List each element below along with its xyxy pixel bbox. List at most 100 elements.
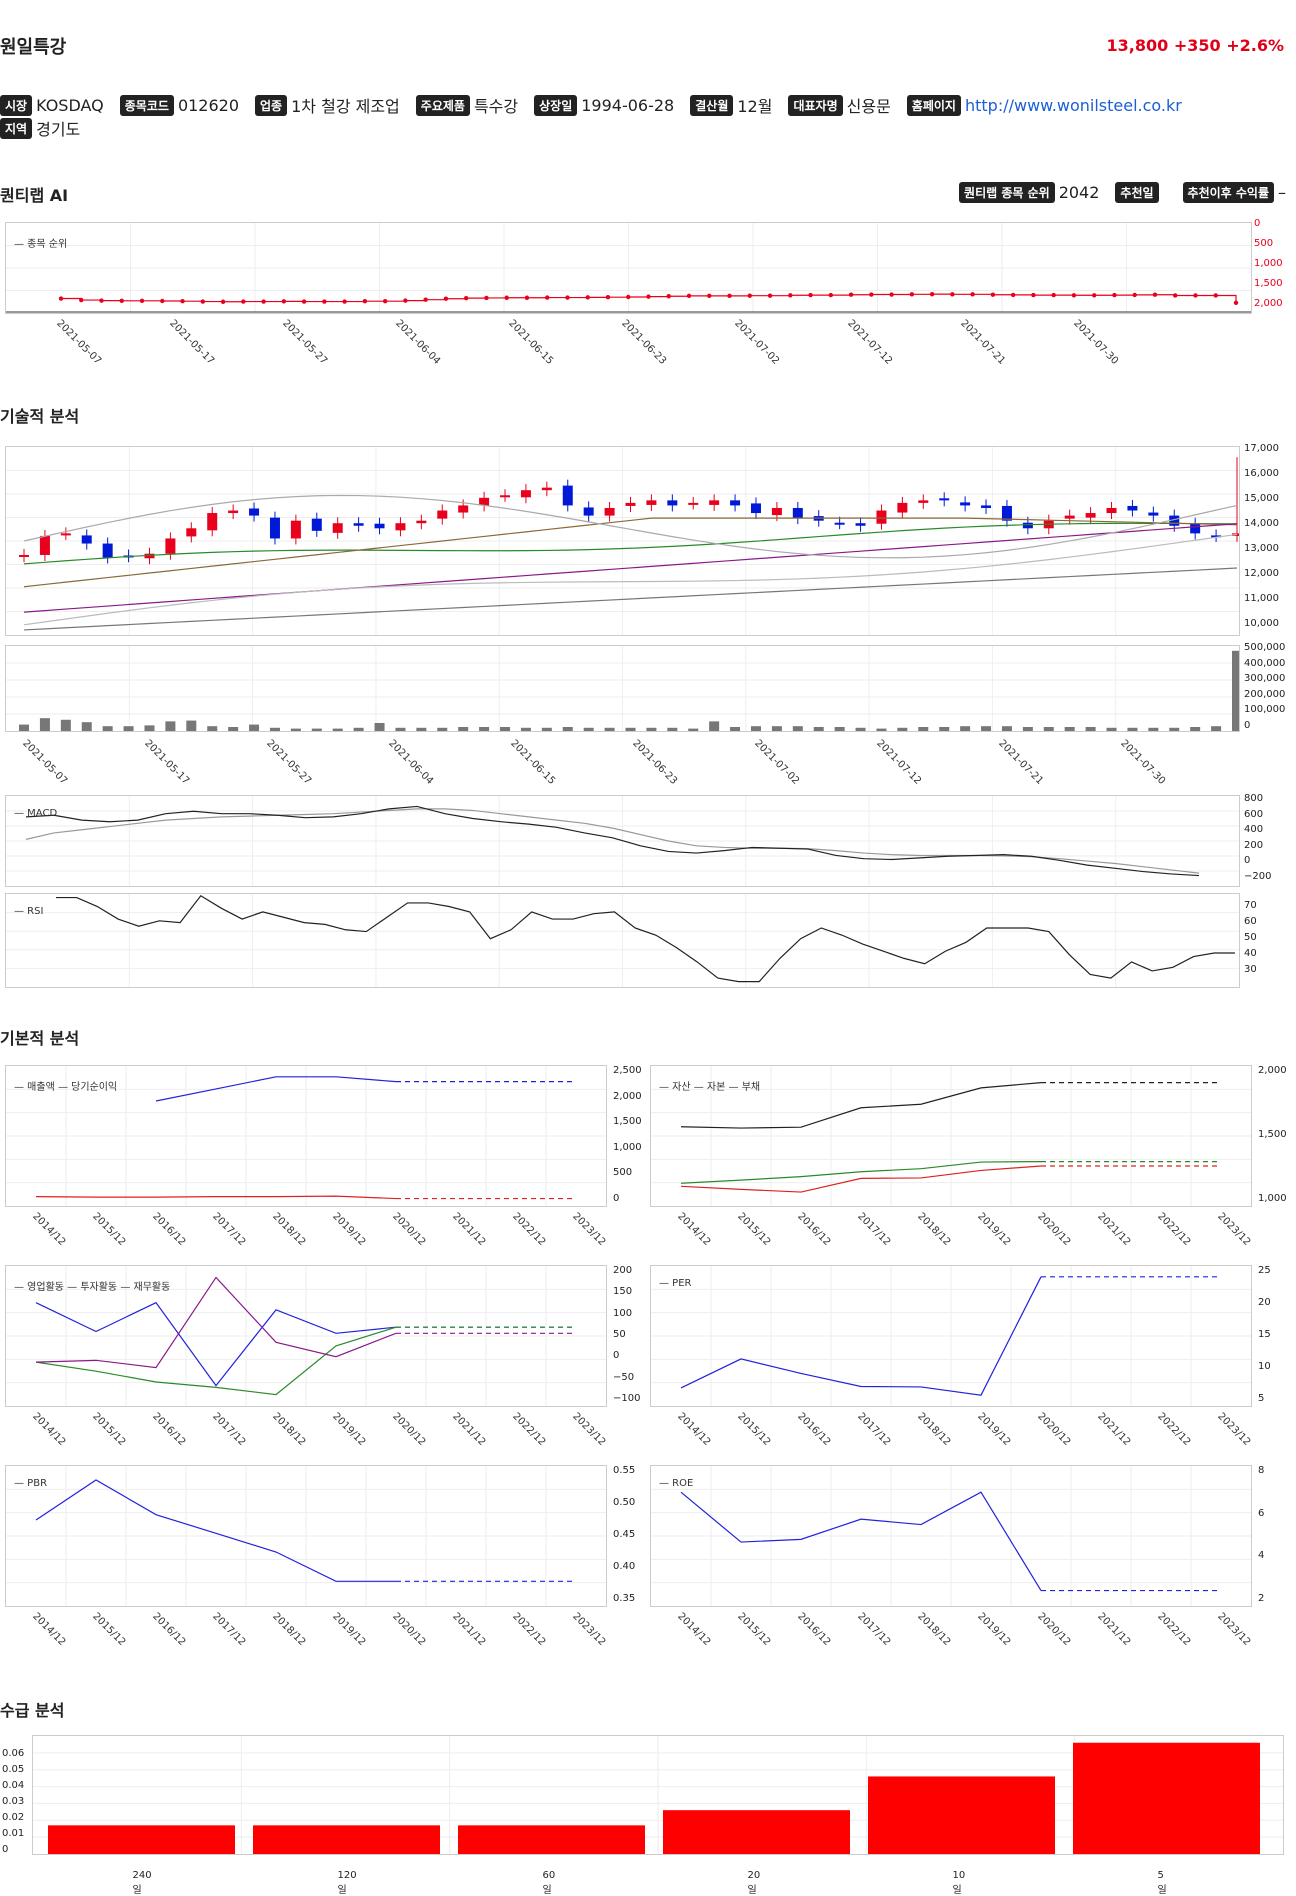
volume-bar — [583, 727, 594, 731]
fund-y-tick: 8 — [1258, 1465, 1265, 1476]
supply-y-tick: 0.02 — [2, 1812, 25, 1823]
fund-series-line — [155, 1076, 397, 1102]
return-value: – — [1278, 183, 1286, 202]
rank-point — [1152, 292, 1158, 297]
volume-bar — [458, 726, 469, 731]
fund-x-tick: 2016/12 — [795, 1411, 833, 1449]
candle-body — [834, 522, 845, 525]
fund-y-tick: 0.40 — [613, 1561, 636, 1572]
rsi-line — [56, 894, 1235, 983]
candle-body — [458, 505, 469, 513]
candle-body — [583, 507, 594, 516]
volume-bar — [123, 726, 134, 731]
info-value: 1차 철강 제조업 — [291, 97, 400, 116]
volume-bar — [479, 726, 490, 731]
fund-legend: — ROE — [659, 1478, 694, 1489]
macd-y-tick: 600 — [1244, 808, 1264, 820]
candle-body — [144, 553, 155, 559]
candle-body — [1022, 522, 1033, 529]
candle-body — [249, 508, 260, 516]
macd-y-tick: 800 — [1244, 793, 1264, 804]
supply-x-tick: 120일 — [337, 1870, 357, 1896]
fund-x-tick: 2023/12 — [570, 1611, 608, 1649]
candle-body — [186, 528, 197, 537]
rank-point — [747, 293, 752, 298]
rank-point — [261, 299, 266, 304]
supply-y-tick: 0.03 — [2, 1796, 25, 1807]
candle-body — [1211, 535, 1222, 538]
rank-point — [342, 299, 347, 304]
rsi-y-tick: 60 — [1244, 916, 1257, 927]
section-title-supply: 수급 분석 — [0, 1701, 65, 1720]
fund-y-tick: 150 — [613, 1286, 633, 1298]
fund-x-tick: 2022/12 — [510, 1211, 548, 1249]
rank-point — [1132, 292, 1137, 298]
volume-bar — [918, 726, 929, 731]
fund-x-tick: 2016/12 — [795, 1611, 833, 1649]
fund-series-line — [680, 1491, 1042, 1591]
rank-point — [545, 295, 550, 300]
rank-point — [585, 295, 590, 300]
chart-svg — [6, 1066, 606, 1206]
candle-body — [353, 523, 364, 526]
volume-bar — [311, 728, 322, 731]
fund-y-tick: 0.45 — [613, 1529, 636, 1540]
fund-legend: — PBR — [14, 1478, 48, 1489]
candle-body — [60, 533, 71, 536]
fund-series-line — [35, 1326, 397, 1396]
fund-x-tick: 2020/12 — [390, 1411, 428, 1449]
volume-bar — [1106, 727, 1117, 731]
rank-point — [58, 296, 64, 301]
rank-point — [605, 294, 611, 300]
chart-svg — [6, 1266, 606, 1406]
rank-point — [241, 299, 246, 304]
fund-series-line — [680, 1276, 1042, 1396]
rank-point — [1051, 292, 1056, 298]
rank-point — [1031, 292, 1036, 298]
fund-y-tick: −100 — [613, 1393, 641, 1404]
fund-x-tick: 2014/12 — [30, 1411, 68, 1449]
volume-bar — [792, 726, 803, 731]
price-y-tick: 13,000 — [1244, 543, 1279, 554]
fund-x-tick: 2020/12 — [1035, 1611, 1073, 1649]
volume-bar — [1043, 726, 1054, 731]
fund-x-tick: 2023/12 — [570, 1211, 608, 1249]
candle-body — [855, 523, 866, 526]
rank-point — [463, 295, 469, 301]
price-y-tick: 10,000 — [1244, 618, 1279, 629]
volume-bar — [1148, 727, 1159, 731]
info-row-2: 지역 경기도 — [0, 116, 96, 140]
supply-bar — [48, 1825, 235, 1854]
fund-y-tick: 0 — [613, 1350, 620, 1362]
info-label: 주요제품 — [415, 94, 470, 116]
section-title-technical: 기술적 분석 — [0, 407, 80, 426]
fund-x-tick: 2023/12 — [1215, 1211, 1253, 1249]
supply-y-tick: 0.05 — [2, 1764, 25, 1775]
rank-point — [1071, 293, 1077, 298]
volume-y-tick: 100,000 — [1244, 704, 1286, 715]
tech-x-tick: 2021-05-07 — [20, 738, 70, 787]
fund-legend: — 영업활동 — 투자활동 — 재무활동 — [14, 1282, 171, 1293]
rsi-y-tick: 50 — [1244, 932, 1257, 943]
rank-point — [565, 295, 570, 300]
supply-x-tick: 5일 — [1157, 1870, 1167, 1896]
info-value: 신용문 — [846, 97, 891, 116]
rank-y-tick: 2,000 — [1254, 298, 1283, 309]
candle-body — [981, 505, 992, 508]
fund-x-tick: 2020/12 — [1035, 1411, 1073, 1449]
volume-bar — [730, 726, 741, 731]
rank-point — [1233, 300, 1239, 305]
candle-body — [269, 517, 280, 539]
fund-x-tick: 2017/12 — [855, 1411, 893, 1449]
fundamental-chart: — 영업활동 — 투자활동 — 재무활동 — [5, 1265, 607, 1407]
fund-y-tick: 2,500 — [613, 1065, 642, 1076]
ma120-line — [23, 567, 1238, 631]
candle-body — [771, 507, 782, 516]
candle-body — [541, 487, 552, 491]
fund-y-tick: 0.55 — [613, 1465, 636, 1476]
fund-y-tick: 1,500 — [613, 1116, 642, 1128]
rank-point — [200, 299, 206, 304]
homepage-link[interactable]: http://www.wonilsteel.co.kr — [964, 95, 1182, 115]
candle-body — [939, 498, 950, 501]
fund-series-line — [35, 1276, 397, 1369]
